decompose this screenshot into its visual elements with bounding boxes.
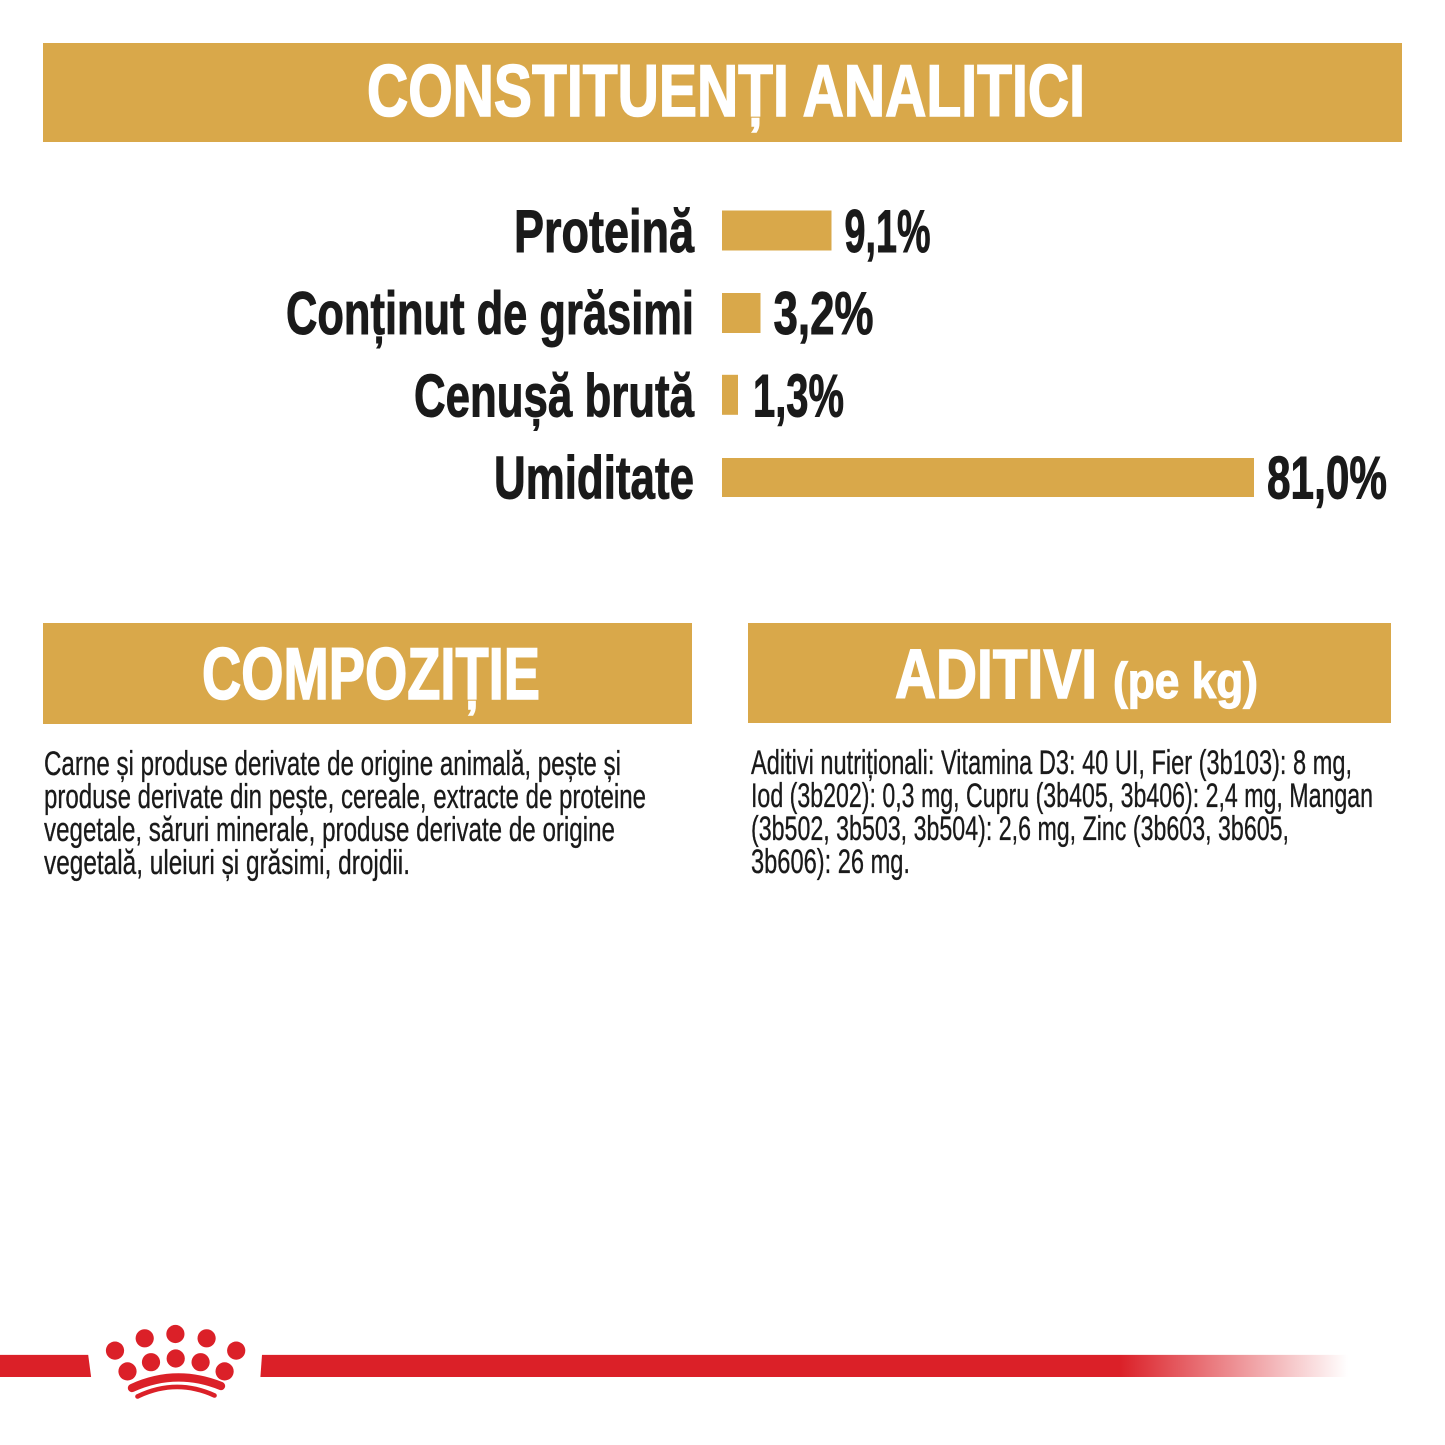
svg-text:(3b502, 3b503, 3b504): 2,6 mg,: (3b502, 3b503, 3b504): 2,6 mg, Zinc (3b6… [751, 810, 1289, 848]
svg-text:Conținut de grăsimi: Conținut de grăsimi [286, 280, 694, 348]
svg-text:3,2%: 3,2% [774, 280, 874, 347]
svg-text:vegetale, săruri minerale, pro: vegetale, săruri minerale, produse deriv… [44, 811, 615, 849]
svg-text:9,1%: 9,1% [845, 198, 931, 265]
svg-text:vegetală, uleiuri și grăsimi,: vegetală, uleiuri și grăsimi, drojdii. [44, 844, 410, 882]
svg-text:Iod (3b202): 0,3 mg, Cupru (3b: Iod (3b202): 0,3 mg, Cupru (3b405, 3b406… [751, 777, 1373, 815]
svg-text:Umiditate: Umiditate [494, 445, 694, 512]
svg-text:(pe kg): (pe kg) [1113, 653, 1258, 709]
svg-text:COMPOZIȚIE: COMPOZIȚIE [202, 634, 540, 715]
svg-text:produse derivate din pește, ce: produse derivate din pește, cereale, ext… [44, 778, 646, 816]
svg-text:Carne și produse derivate de o: Carne și produse derivate de origine ani… [44, 745, 621, 783]
svg-text:CONSTITUENȚI ANALITICI: CONSTITUENȚI ANALITICI [367, 51, 1085, 132]
svg-text:81,0%: 81,0% [1267, 445, 1387, 512]
svg-text:ADITIVI: ADITIVI [895, 635, 1097, 713]
svg-text:Cenușă brută: Cenușă brută [414, 363, 694, 431]
svg-text:3b606): 26 mg.: 3b606): 26 mg. [751, 843, 910, 881]
svg-text:1,3%: 1,3% [753, 363, 844, 430]
svg-text:Aditivi nutriționali: Vitamina: Aditivi nutriționali: Vitamina D3: 40 UI… [751, 744, 1352, 782]
svg-text:Proteină: Proteină [514, 198, 694, 265]
